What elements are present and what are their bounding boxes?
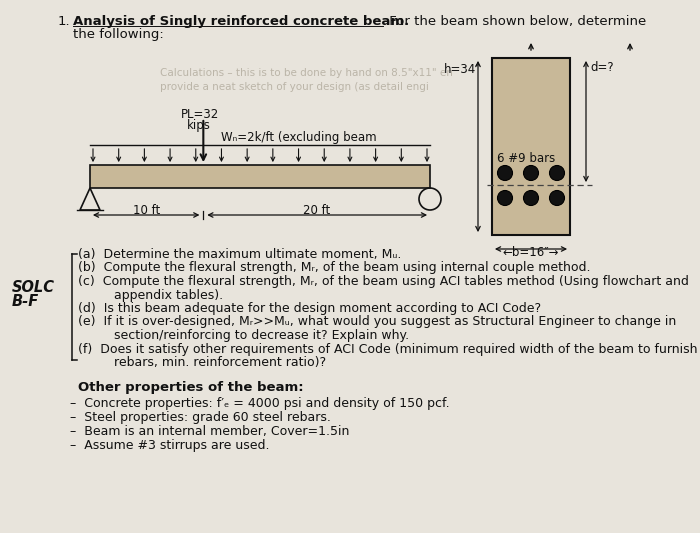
Text: Analysis of Singly reinforced concrete beam.: Analysis of Singly reinforced concrete b…: [73, 15, 410, 28]
Text: rebars, min. reinforcement ratio)?: rebars, min. reinforcement ratio)?: [78, 356, 326, 369]
Text: For the beam shown below, determine: For the beam shown below, determine: [385, 15, 646, 28]
Text: B-F: B-F: [12, 294, 39, 309]
Text: (f)  Does it satisfy other requirements of ACI Code (minimum required width of t: (f) Does it satisfy other requirements o…: [78, 343, 697, 356]
Text: section/reinforcing to decrease it? Explain why.: section/reinforcing to decrease it? Expl…: [78, 329, 409, 342]
Text: the following:: the following:: [73, 28, 164, 41]
Text: –  Beam is an internal member, Cover=1.5in: – Beam is an internal member, Cover=1.5i…: [70, 424, 349, 438]
Circle shape: [498, 190, 512, 206]
Text: kips: kips: [188, 119, 211, 132]
Text: h=34″: h=34″: [444, 63, 481, 76]
Bar: [492, 58, 570, 235]
Text: appendix tables).: appendix tables).: [78, 288, 223, 302]
Text: (a)  Determine the maximum ultimate moment, Mᵤ.: (a) Determine the maximum ultimate momen…: [78, 248, 401, 261]
Text: SOLC: SOLC: [12, 280, 55, 295]
Text: 10 ft: 10 ft: [133, 204, 160, 217]
Text: (e)  If it is over-designed, Mᵣ>>Mᵤ, what would you suggest as Structural Engine: (e) If it is over-designed, Mᵣ>>Mᵤ, what…: [78, 316, 676, 328]
Text: PL=32: PL=32: [181, 108, 220, 121]
Circle shape: [524, 190, 538, 206]
Bar: [90, 165, 430, 188]
Text: 6 #9 bars: 6 #9 bars: [497, 152, 555, 165]
Text: (c)  Compute the flexural strength, Mᵣ, of the beam using ACI tables method (Usi: (c) Compute the flexural strength, Mᵣ, o…: [78, 275, 689, 288]
Text: –  Assume #3 stirrups are used.: – Assume #3 stirrups are used.: [70, 439, 270, 451]
Text: –  Steel properties: grade 60 steel rebars.: – Steel properties: grade 60 steel rebar…: [70, 410, 331, 424]
Text: 1.: 1.: [58, 15, 71, 28]
Text: Wₙ=2k/ft (excluding beam: Wₙ=2k/ft (excluding beam: [221, 131, 377, 144]
Text: Calculations – this is to be done by hand on 8.5"x11" en: Calculations – this is to be done by han…: [160, 68, 453, 78]
Circle shape: [550, 166, 564, 181]
Circle shape: [498, 166, 512, 181]
Text: (d)  Is this beam adequate for the design moment according to ACI Code?: (d) Is this beam adequate for the design…: [78, 302, 541, 315]
Text: (b)  Compute the flexural strength, Mᵣ, of the beam using internal couple method: (b) Compute the flexural strength, Mᵣ, o…: [78, 262, 591, 274]
Text: –  Concrete properties: f′ₑ = 4000 psi and density of 150 pcf.: – Concrete properties: f′ₑ = 4000 psi an…: [70, 397, 449, 409]
Circle shape: [524, 166, 538, 181]
Text: ←b=16″→: ←b=16″→: [503, 246, 559, 259]
Text: d=?: d=?: [590, 61, 614, 74]
Text: provide a neat sketch of your design (as detail engi: provide a neat sketch of your design (as…: [160, 82, 429, 92]
Text: Other properties of the beam:: Other properties of the beam:: [78, 382, 304, 394]
Circle shape: [550, 190, 564, 206]
Text: 20 ft: 20 ft: [303, 204, 330, 217]
